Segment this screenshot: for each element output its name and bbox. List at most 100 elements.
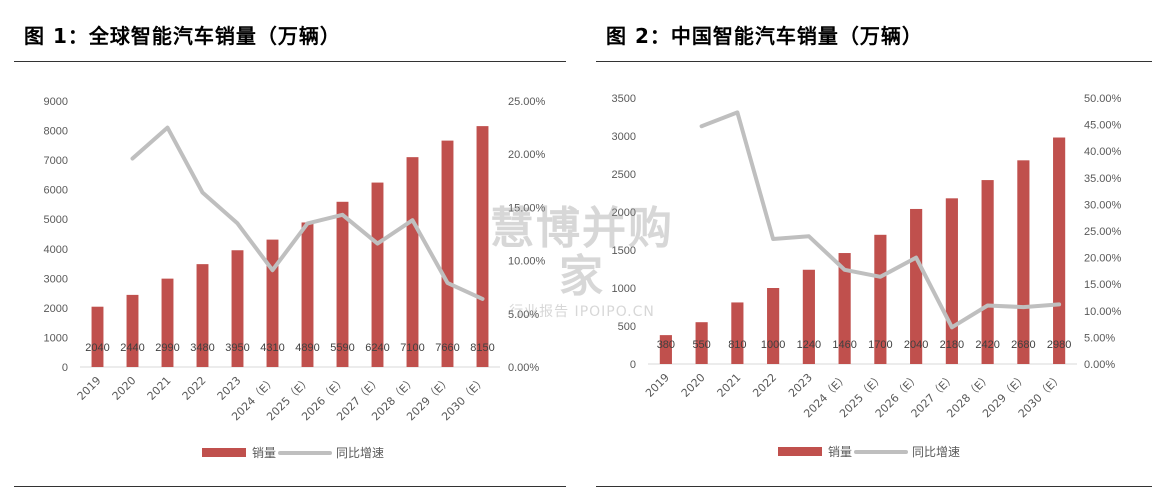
- y-right-tick-label: 0.00%: [508, 362, 539, 374]
- figure-1-panel: 图 1：全球智能汽车销量（万辆） 0 1000 2000 3000 4000 5000 60…: [10, 0, 566, 493]
- figure-1-top-rule: [14, 61, 566, 62]
- data-label: 2990: [155, 342, 179, 354]
- y-right-tick-label: 25.00%: [1084, 226, 1122, 238]
- legend-bar-label: 销量: [252, 446, 276, 460]
- y-right-tick-label: 35.00%: [1084, 173, 1122, 185]
- data-label: 1240: [797, 339, 821, 351]
- data-label: 2980: [1047, 339, 1071, 351]
- x-tick-label: 2020: [679, 371, 708, 400]
- y-left-tick-label: 2000: [612, 207, 636, 219]
- data-label: 7100: [400, 342, 424, 354]
- figure-1-title: 图 1：全球智能汽车销量（万辆）: [24, 24, 341, 48]
- data-label: 1460: [832, 339, 856, 351]
- data-label: 4310: [260, 342, 284, 354]
- data-label: 2420: [975, 339, 999, 351]
- data-label: 2680: [1011, 339, 1035, 351]
- y-right-tick-label: 10.00%: [508, 256, 546, 268]
- figure-2-top-rule: [596, 61, 1152, 62]
- bar: [441, 140, 454, 367]
- bar: [476, 126, 489, 367]
- x-tick-label: 2020: [110, 374, 139, 403]
- bar: [371, 182, 384, 367]
- x-tick-label: 2022: [180, 374, 209, 403]
- bar: [981, 180, 994, 364]
- x-tick-label: 2021: [715, 371, 744, 400]
- y-right-tick-label: 20.00%: [1084, 253, 1122, 265]
- bar: [301, 222, 314, 367]
- y-left-tick-label: 5000: [44, 214, 68, 226]
- data-label: 2040: [85, 342, 109, 354]
- legend-line-label: 同比增速: [336, 446, 384, 460]
- figure-2-chart: 0 500 1000 1500 2000 2500 3000 3500 0.00% 5.00% 10…: [612, 93, 1122, 459]
- figure-2-bottom-rule: [596, 486, 1152, 487]
- x-tick-label: 2023: [786, 371, 815, 400]
- bar: [802, 269, 815, 364]
- y-left-tick-label: 4000: [44, 244, 68, 256]
- y-right-tick-label: 5.00%: [508, 309, 539, 321]
- legend-bar-label: 销量: [828, 445, 852, 459]
- data-label: 3950: [225, 342, 249, 354]
- data-label: 3480: [190, 342, 214, 354]
- bar: [1017, 160, 1030, 364]
- bar: [196, 264, 209, 367]
- x-tick-label: 2019: [75, 374, 104, 403]
- bar: [336, 201, 349, 367]
- y-right-tick-label: 50.00%: [1084, 93, 1122, 105]
- data-label: 8150: [470, 342, 494, 354]
- data-label: 810: [728, 339, 746, 351]
- data-label: 550: [692, 339, 710, 351]
- bar: [406, 157, 419, 367]
- bar: [767, 288, 780, 364]
- y-right-tick-label: 40.00%: [1084, 146, 1122, 158]
- y-left-tick-label: 9000: [44, 96, 68, 108]
- y-left-tick-label: 500: [618, 321, 636, 333]
- y-left-tick-label: 3000: [612, 131, 636, 143]
- y-right-tick-label: 20.00%: [508, 149, 546, 161]
- y-left-tick-label: 0: [62, 362, 68, 374]
- y-right-tick-label: 10.00%: [1084, 306, 1122, 318]
- legend-bar-swatch: [202, 448, 246, 457]
- data-label: 6240: [365, 342, 389, 354]
- y-right-tick-label: 30.00%: [1084, 199, 1122, 211]
- y-left-tick-label: 3500: [612, 93, 636, 105]
- growth-rate-line: [699, 110, 1062, 330]
- bar: [695, 322, 708, 364]
- y-right-tick-label: 5.00%: [1084, 332, 1115, 344]
- x-tick-label: 2019: [643, 371, 672, 400]
- x-tick-label: 2023: [215, 374, 244, 403]
- x-tick-label: 2021: [145, 374, 174, 403]
- bar: [838, 253, 851, 364]
- bar: [659, 335, 672, 364]
- bar: [874, 234, 887, 364]
- figure-2-panel: 图 2：中国智能汽车销量（万辆） 0 500 1000 1500 2000 2500 300…: [592, 0, 1152, 493]
- data-label: 4890: [295, 342, 319, 354]
- data-label: 7660: [435, 342, 459, 354]
- data-label: 5590: [330, 342, 354, 354]
- y-left-tick-label: 3000: [44, 273, 68, 285]
- bar: [1053, 137, 1066, 364]
- data-label: 1700: [868, 339, 892, 351]
- y-left-tick-label: 7000: [44, 155, 68, 167]
- figure-1-bottom-rule: [14, 486, 566, 487]
- data-label: 2440: [120, 342, 144, 354]
- legend-line-label: 同比增速: [912, 445, 960, 459]
- y-left-tick-label: 2000: [44, 303, 68, 315]
- bar: [231, 250, 244, 367]
- y-left-tick-label: 8000: [44, 126, 68, 138]
- y-right-tick-label: 15.00%: [1084, 279, 1122, 291]
- bar: [266, 239, 279, 367]
- data-label: 380: [657, 339, 675, 351]
- bar: [910, 208, 923, 364]
- y-left-tick-label: 6000: [44, 185, 68, 197]
- y-left-tick-label: 2500: [612, 169, 636, 181]
- legend-bar-swatch: [778, 447, 822, 456]
- y-right-tick-label: 15.00%: [508, 202, 546, 214]
- y-left-tick-label: 1500: [612, 245, 636, 257]
- y-left-tick-label: 1000: [612, 283, 636, 295]
- growth-rate-line: [130, 125, 485, 301]
- y-right-tick-label: 0.00%: [1084, 359, 1115, 371]
- figure-1-chart: 0 1000 2000 3000 4000 5000 6000 7000 8000 9000 0.0…: [44, 96, 546, 460]
- y-left-tick-label: 1000: [44, 332, 68, 344]
- bar: [91, 306, 104, 367]
- y-right-tick-label: 25.00%: [508, 96, 546, 108]
